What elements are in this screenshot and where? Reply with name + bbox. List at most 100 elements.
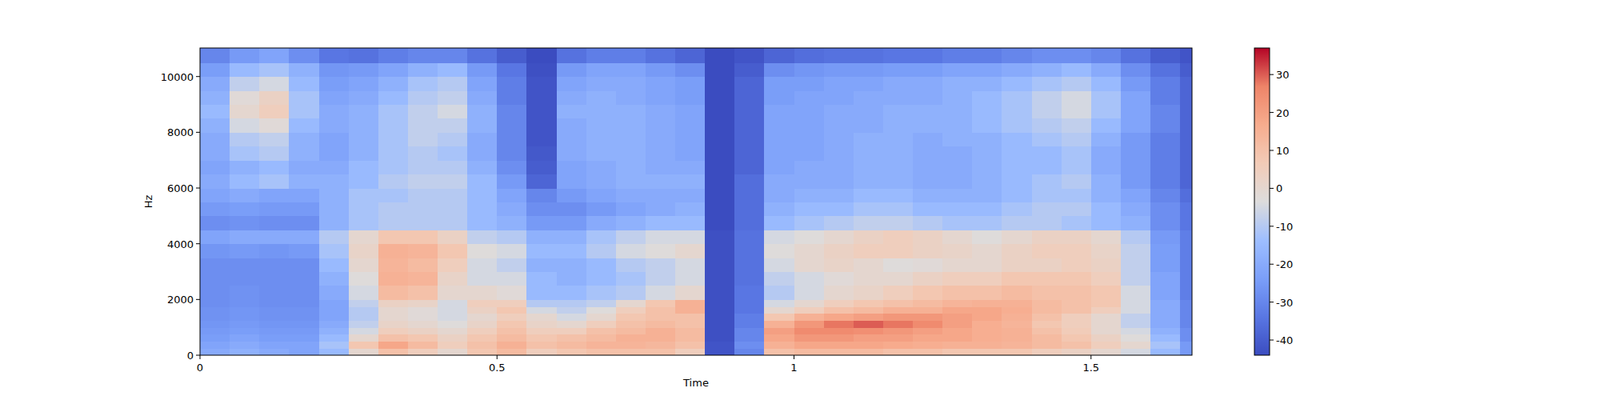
cell bbox=[1001, 313, 1032, 321]
cell bbox=[794, 201, 825, 216]
cell bbox=[704, 76, 736, 92]
cell bbox=[229, 244, 260, 259]
cell bbox=[853, 174, 884, 189]
cell bbox=[496, 76, 528, 92]
cell bbox=[704, 160, 736, 175]
cell bbox=[408, 132, 439, 147]
cell bbox=[675, 48, 706, 64]
cell bbox=[467, 160, 498, 175]
cell bbox=[1032, 341, 1063, 349]
cell bbox=[734, 201, 765, 216]
cell bbox=[319, 229, 350, 244]
cell bbox=[853, 48, 884, 64]
cell bbox=[348, 48, 380, 64]
cell bbox=[824, 104, 855, 120]
cell bbox=[912, 160, 944, 175]
cell bbox=[1120, 174, 1152, 189]
cell bbox=[764, 320, 795, 328]
cell bbox=[1032, 48, 1063, 64]
cell bbox=[556, 285, 588, 300]
label: 1.5 bbox=[1082, 361, 1100, 374]
cell bbox=[378, 306, 409, 314]
cell bbox=[378, 285, 409, 300]
cell bbox=[556, 146, 588, 161]
cell bbox=[764, 160, 795, 175]
cell bbox=[1001, 285, 1032, 300]
cell bbox=[912, 334, 944, 342]
cell bbox=[616, 299, 647, 307]
cell bbox=[1001, 229, 1032, 244]
cell bbox=[1120, 348, 1152, 356]
cell bbox=[556, 244, 588, 259]
cell bbox=[675, 76, 706, 92]
cell bbox=[616, 48, 647, 64]
cell bbox=[378, 348, 409, 356]
cell bbox=[319, 257, 350, 272]
cell bbox=[942, 313, 973, 321]
cell bbox=[1120, 146, 1152, 161]
cell bbox=[467, 320, 498, 328]
cell bbox=[824, 257, 855, 272]
cell bbox=[467, 327, 498, 335]
cell bbox=[408, 313, 439, 321]
cell bbox=[319, 118, 350, 133]
cell bbox=[200, 62, 231, 77]
cell bbox=[467, 48, 498, 64]
cell bbox=[1120, 334, 1152, 342]
label: -10 bbox=[1276, 220, 1293, 233]
cell bbox=[496, 62, 528, 77]
y-tick bbox=[196, 243, 200, 244]
cell bbox=[288, 188, 320, 203]
cell bbox=[288, 132, 320, 147]
cell bbox=[883, 201, 914, 216]
cell bbox=[942, 48, 973, 64]
cell bbox=[259, 244, 290, 259]
cell bbox=[408, 48, 439, 64]
cell bbox=[437, 272, 468, 287]
cell bbox=[704, 174, 736, 189]
cell bbox=[942, 306, 973, 314]
cell bbox=[586, 90, 617, 105]
cell bbox=[645, 76, 676, 92]
cell bbox=[1120, 285, 1152, 300]
cell bbox=[616, 104, 647, 120]
cell bbox=[1001, 62, 1032, 77]
cell bbox=[1032, 216, 1063, 231]
cell bbox=[794, 244, 825, 259]
cell bbox=[1150, 216, 1181, 231]
cell bbox=[437, 257, 468, 272]
cell bbox=[883, 299, 914, 307]
cell bbox=[259, 48, 290, 64]
cell bbox=[616, 327, 647, 335]
cell bbox=[764, 76, 795, 92]
cell bbox=[229, 174, 260, 189]
label: 10000 bbox=[160, 71, 194, 84]
cell bbox=[704, 285, 736, 300]
chart: 00.511.50200040006000800010000TimeHz-40-… bbox=[0, 0, 1600, 400]
cell bbox=[616, 306, 647, 314]
cell bbox=[1150, 174, 1181, 189]
cell bbox=[734, 313, 765, 321]
cell bbox=[645, 244, 676, 259]
cell bbox=[675, 104, 706, 120]
plot-frame bbox=[200, 48, 1192, 356]
cell bbox=[319, 90, 350, 105]
cell bbox=[1001, 244, 1032, 259]
cell bbox=[794, 146, 825, 161]
cell bbox=[853, 334, 884, 342]
cell bbox=[794, 257, 825, 272]
cell bbox=[437, 48, 468, 64]
cell bbox=[764, 348, 795, 356]
cell bbox=[259, 229, 290, 244]
x-tick bbox=[200, 355, 201, 360]
cell bbox=[496, 104, 528, 120]
cell bbox=[200, 104, 231, 120]
cell bbox=[972, 76, 1003, 92]
cell bbox=[1001, 201, 1032, 216]
cell bbox=[526, 104, 557, 120]
cell bbox=[467, 188, 498, 203]
cell bbox=[734, 341, 765, 349]
cell bbox=[556, 188, 588, 203]
cell bbox=[734, 306, 765, 314]
cell bbox=[853, 299, 884, 307]
